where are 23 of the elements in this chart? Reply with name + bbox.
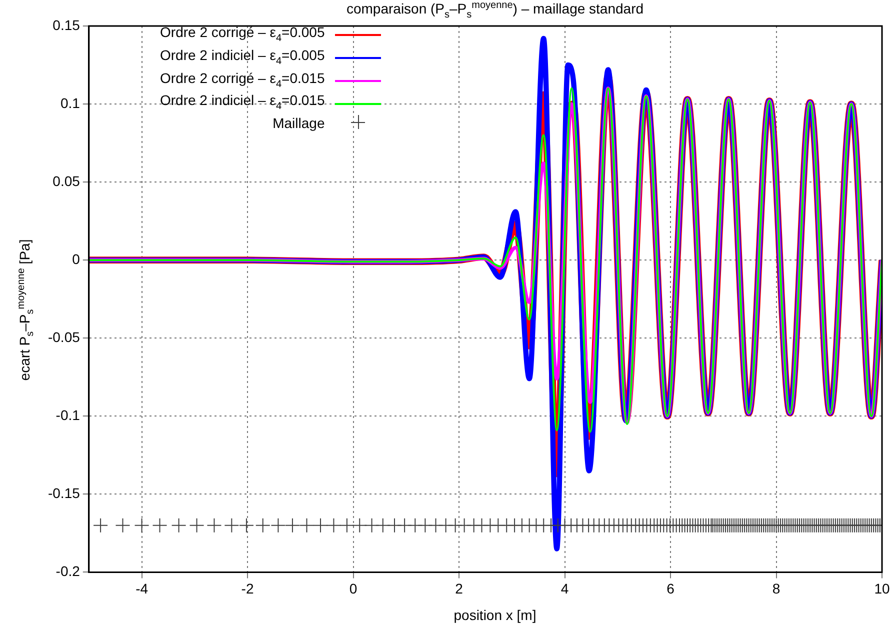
y-tick-label: 0.05 [52,172,80,189]
legend-label: Ordre 2 corrigé – ε$_{4}$=0.015 [160,70,325,92]
y-tick-label: 0.15 [52,16,80,33]
legend-label: Ordre 2 corrigé – ε$_{4}$=0.005 [160,24,325,46]
x-tick-label: 0 [349,580,358,596]
y-tick-label: -0.15 [48,485,80,502]
x-tick-label: 6 [666,580,675,596]
x-tick-label: 4 [560,580,569,596]
x-tick-label: 10 [874,580,890,596]
x-tick-label: -4 [136,580,148,596]
x-axis-title: position x [m] [452,607,538,623]
chart-title: comparaison (P$_{s}$–P$_{s}$$^{moyenne}$) – maillage standard [345,0,645,20]
y-tick-label: 0.1 [60,94,80,111]
y-tick-label: -0.05 [48,328,80,345]
x-tick-label: -2 [241,580,254,596]
y-tick-label: 0 [72,250,80,267]
y-tick-label: -0.1 [56,407,80,423]
legend-label: Ordre 2 indiciel – ε$_{4}$=0.005 [160,46,325,69]
y-tick-label: -0.2 [56,563,80,580]
legend-label: Maillage [272,115,325,132]
legend-label: Ordre 2 indiciel – ε$_{4}$=0.015 [160,92,325,114]
x-tick-label: 8 [772,580,780,596]
x-tick-label: 2 [455,580,464,596]
